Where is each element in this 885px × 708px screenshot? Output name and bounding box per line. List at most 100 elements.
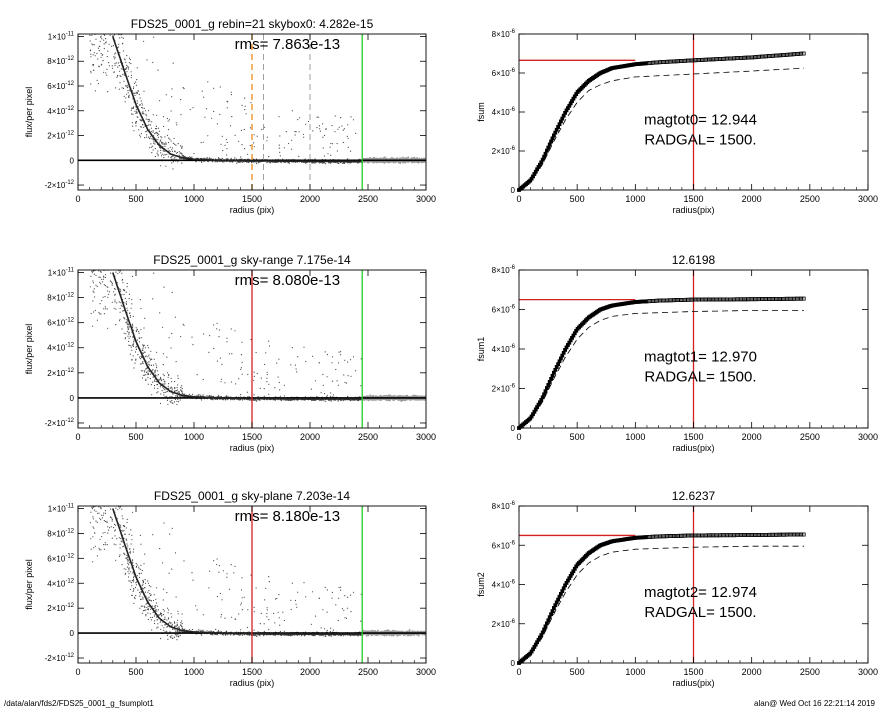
scatter-point bbox=[285, 161, 287, 163]
scatter-point bbox=[218, 398, 221, 400]
scatter-point-sky bbox=[372, 157, 374, 160]
scatter-point bbox=[340, 351, 342, 353]
scatter-point bbox=[150, 384, 152, 386]
scatter-point bbox=[139, 358, 141, 360]
scatter-point bbox=[323, 134, 326, 137]
scatter-point bbox=[114, 34, 116, 36]
scatter-point bbox=[132, 315, 134, 317]
scatter-point bbox=[208, 351, 210, 353]
scatter-point bbox=[160, 155, 163, 157]
scatter-point bbox=[92, 13, 93, 14]
scatter-point bbox=[171, 388, 174, 390]
scatter-point bbox=[125, 97, 127, 99]
scatter-point bbox=[95, 132, 96, 133]
scatter-point bbox=[350, 375, 352, 377]
scatter-point bbox=[98, 268, 99, 269]
scatter-point bbox=[223, 399, 225, 401]
ytick-label: 0 bbox=[511, 186, 516, 195]
scatter-point bbox=[131, 122, 133, 124]
scatter-point-sky bbox=[389, 157, 391, 160]
scatter-point bbox=[253, 379, 255, 381]
scatter-point bbox=[102, 16, 103, 17]
scatter-point bbox=[253, 158, 255, 160]
scatter-point bbox=[105, 247, 106, 248]
scatter-point bbox=[320, 392, 322, 394]
scatter-point bbox=[156, 365, 158, 367]
scatter-point bbox=[93, 246, 94, 247]
scatter-point bbox=[177, 161, 179, 163]
scatter-point bbox=[211, 399, 213, 401]
scatter-point bbox=[113, 13, 114, 14]
scatter-point bbox=[318, 125, 321, 127]
scatter-point bbox=[94, 251, 95, 252]
scatter-point bbox=[146, 59, 148, 61]
scatter-point bbox=[136, 92, 138, 94]
scatter-point bbox=[96, 79, 98, 81]
scatter-point bbox=[143, 40, 145, 42]
scatter-point bbox=[128, 337, 130, 339]
scatter-point bbox=[217, 157, 220, 159]
scatter-point bbox=[118, 320, 121, 322]
scatter-point bbox=[336, 150, 338, 152]
scatter-point bbox=[141, 106, 143, 109]
scatter-point bbox=[133, 341, 135, 343]
scatter-point bbox=[340, 399, 342, 401]
scatter-point bbox=[96, 22, 97, 23]
scatter-point bbox=[127, 68, 130, 70]
scatter-point bbox=[97, 237, 98, 238]
scatter-point bbox=[90, 83, 92, 85]
scatter-point bbox=[176, 389, 179, 391]
scatter-point bbox=[135, 112, 137, 114]
scatter-point bbox=[125, 61, 127, 63]
scatter-point bbox=[166, 372, 169, 374]
scatter-point bbox=[163, 391, 165, 394]
scatter-point bbox=[296, 371, 298, 373]
scatter-point bbox=[347, 137, 349, 139]
scatter-point bbox=[119, 307, 121, 309]
scatter-point bbox=[266, 381, 268, 383]
scatter-point bbox=[265, 352, 267, 354]
scatter-point bbox=[249, 145, 251, 147]
scatter-point bbox=[227, 158, 229, 160]
scatter-point bbox=[183, 324, 185, 326]
scatter-point bbox=[93, 219, 94, 220]
scatter-point bbox=[93, 273, 95, 275]
scatter-point bbox=[132, 326, 134, 328]
scatter-point bbox=[114, 268, 115, 269]
scatter-point-sky bbox=[386, 161, 388, 163]
scatter-point bbox=[342, 162, 344, 164]
scatter-point bbox=[103, 266, 104, 267]
scatter-point bbox=[180, 99, 182, 101]
scatter-point bbox=[191, 336, 193, 338]
scatter-point bbox=[111, 233, 112, 234]
scatter-point bbox=[233, 398, 236, 400]
scatter-point bbox=[111, 259, 112, 260]
scatter-point bbox=[152, 61, 154, 64]
scatter-point bbox=[172, 161, 174, 163]
scatter-point bbox=[160, 393, 162, 395]
scatter-point bbox=[167, 141, 170, 144]
scatter-point bbox=[91, 43, 93, 45]
scatter-point bbox=[127, 327, 129, 329]
scatter-point-sky bbox=[368, 157, 371, 159]
scatter-point bbox=[100, 313, 102, 315]
scatter-point bbox=[92, 71, 93, 72]
scatter-point bbox=[278, 358, 280, 360]
scatter-point bbox=[136, 102, 138, 104]
scatter-point-sky bbox=[418, 162, 420, 164]
scatter-point bbox=[230, 157, 232, 159]
scatter-point-sky bbox=[412, 160, 414, 163]
scatter-point bbox=[166, 391, 168, 393]
scatter-point bbox=[245, 113, 247, 115]
scatter-point bbox=[164, 391, 166, 393]
scatter-point bbox=[145, 355, 147, 357]
scatter-point bbox=[179, 157, 181, 159]
scatter-point bbox=[311, 355, 314, 357]
scatter-point bbox=[113, 266, 114, 267]
scatter-point bbox=[200, 142, 202, 144]
scatter-point bbox=[172, 155, 174, 157]
scatter-point bbox=[91, 272, 93, 274]
scatter-point bbox=[162, 364, 164, 366]
scatter-point bbox=[355, 370, 357, 372]
scatter-point bbox=[180, 335, 182, 338]
